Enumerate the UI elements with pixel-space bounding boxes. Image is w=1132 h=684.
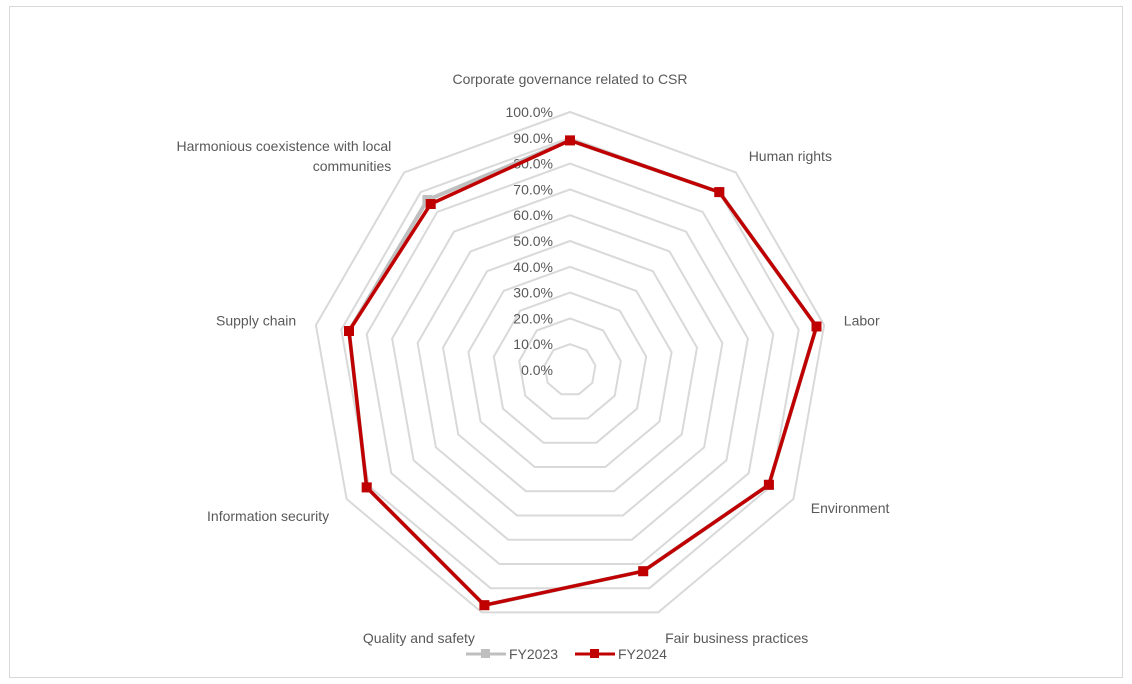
grid-ring-6 bbox=[416, 214, 724, 517]
data-point bbox=[638, 566, 649, 577]
category-label: Human rights bbox=[749, 148, 832, 164]
category-label: Information security bbox=[207, 508, 329, 524]
grid-ring-5 bbox=[441, 239, 699, 493]
chart-area bbox=[9, 6, 1123, 678]
data-point bbox=[361, 482, 372, 493]
category-label: Environment bbox=[811, 500, 890, 516]
grid-ring-4 bbox=[467, 265, 673, 468]
tick-label: 40.0% bbox=[513, 259, 553, 275]
tick-label: 10.0% bbox=[513, 336, 553, 352]
tick-label: 20.0% bbox=[513, 310, 553, 326]
series-line bbox=[347, 138, 819, 607]
tick-label: 30.0% bbox=[513, 285, 553, 301]
tick-label: 60.0% bbox=[513, 207, 553, 223]
data-point bbox=[425, 199, 436, 209]
tick-label: 70.0% bbox=[513, 181, 553, 197]
radial-axis-ticks: 0.0%10.0%20.0%30.0%40.0%50.0%60.0%70.0%8… bbox=[506, 104, 553, 378]
data-point bbox=[479, 600, 490, 611]
chart-legend: FY2023 FY2024 bbox=[0, 646, 1132, 664]
tick-label: 0.0% bbox=[521, 362, 553, 378]
grid-ring-8 bbox=[365, 162, 775, 565]
series-line bbox=[347, 138, 819, 608]
grid-ring-2 bbox=[518, 317, 622, 420]
category-label: Harmonious coexistence with local bbox=[177, 138, 392, 154]
data-point bbox=[811, 321, 822, 332]
data-point bbox=[565, 135, 575, 146]
tick-label: 100.0% bbox=[506, 104, 553, 120]
category-label: Corporate governance related to CSR bbox=[452, 71, 687, 87]
data-point bbox=[763, 479, 774, 490]
legend-label-fy2024: FY2024 bbox=[617, 646, 667, 662]
grid-ring-10 bbox=[314, 110, 826, 614]
legend-item-fy2024: FY2024 bbox=[574, 646, 667, 662]
category-label: Fair business practices bbox=[665, 630, 808, 646]
grid-ring-1 bbox=[543, 343, 597, 396]
series-fy2024 bbox=[344, 135, 822, 611]
legend-item-fy2023: FY2023 bbox=[465, 646, 558, 662]
legend-marker-fy2023 bbox=[466, 649, 506, 658]
tick-label: 90.0% bbox=[513, 130, 553, 146]
data-point bbox=[344, 326, 354, 336]
category-label: Supply chain bbox=[216, 313, 296, 329]
legend-label-fy2023: FY2023 bbox=[509, 646, 559, 662]
category-label: communities bbox=[313, 158, 392, 174]
data-point bbox=[714, 187, 725, 198]
grid-ring-3 bbox=[492, 291, 648, 444]
radar-gridlines bbox=[314, 110, 826, 614]
grid-ring-7 bbox=[391, 188, 749, 541]
tick-label: 50.0% bbox=[513, 233, 553, 249]
category-labels: Corporate governance related to CSR Human… bbox=[177, 71, 890, 646]
series-layer bbox=[344, 135, 822, 611]
legend-marker-fy2024 bbox=[574, 649, 615, 658]
category-label: Quality and safety bbox=[363, 630, 475, 646]
category-label: Labor bbox=[844, 313, 880, 329]
